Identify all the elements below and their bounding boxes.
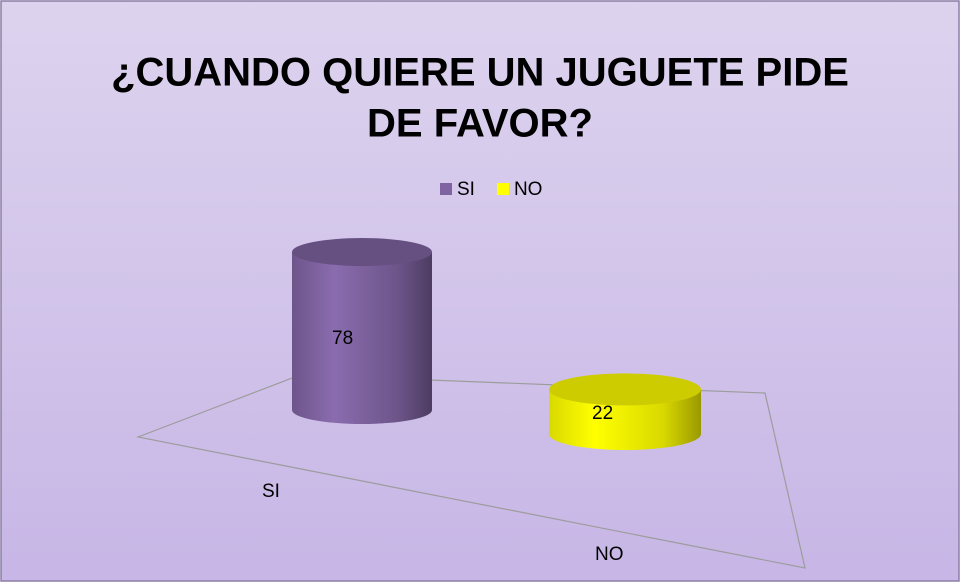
x-tick-label: NO bbox=[595, 544, 624, 565]
data-label: 22 bbox=[592, 403, 613, 424]
floor bbox=[135, 374, 806, 569]
chart-title: ¿CUANDO QUIERE UN JUGUETE PIDE bbox=[111, 51, 849, 95]
x-tick-label: SI bbox=[262, 481, 280, 502]
bar-top bbox=[292, 238, 432, 266]
legend-swatch bbox=[496, 183, 509, 195]
legend-swatch bbox=[440, 183, 452, 195]
chart-title: DE FAVOR? bbox=[367, 102, 593, 146]
legend-label: NO bbox=[514, 179, 543, 200]
bar bbox=[292, 252, 432, 424]
legend-label: SI bbox=[457, 179, 475, 200]
bar-top bbox=[549, 373, 701, 406]
bar bbox=[549, 389, 701, 450]
data-label: 78 bbox=[332, 328, 353, 349]
